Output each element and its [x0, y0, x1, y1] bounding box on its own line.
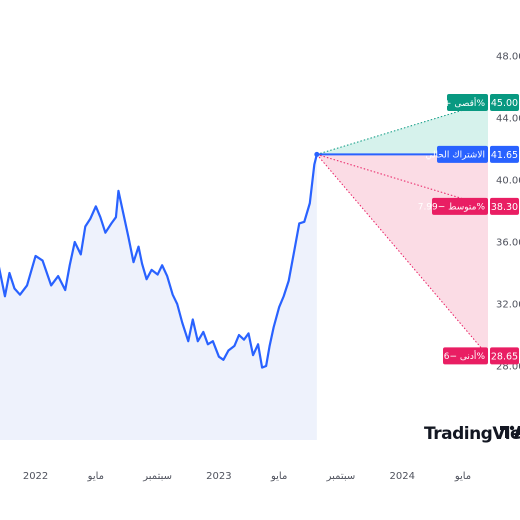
min-tag-text: أدنى −31.16% [424, 350, 486, 362]
x-tick-label: 2023 [206, 471, 231, 482]
y-tick-label: 44.00 [496, 114, 520, 125]
current-label: الاشتراك الحالي 41.65 [425, 145, 519, 163]
max-value: 45.00 [491, 98, 518, 109]
high-zone [316, 102, 488, 155]
min-tag [443, 347, 488, 365]
price-series [0, 154, 318, 369]
forecast-labels: أقصى +8.04% 45.00 الاشتراك الحالي 41.65 متوس… [418, 94, 519, 365]
current-tag [437, 145, 488, 163]
max-value-box [490, 94, 519, 111]
y-tick-label: 40.00 [496, 176, 520, 187]
tradingview-logo: TradingView [424, 424, 520, 444]
watermark-text: TradingView [424, 424, 520, 444]
x-tick-label: مايو [454, 471, 471, 482]
average-label: متوسط −7.99% 38.30 [418, 197, 519, 215]
x-tick-label: 2024 [389, 471, 414, 482]
y-tick-label: 32.00 [496, 300, 520, 311]
x-tick-label: سبتمبر [326, 471, 356, 482]
max-tag-text: أقصى +8.04% [424, 97, 486, 109]
tv-logo-icon [500, 425, 520, 438]
y-tick-label: 36.00 [496, 238, 520, 249]
max-tag [447, 94, 488, 111]
min-value-box [490, 347, 519, 365]
min-value: 28.65 [491, 351, 518, 362]
x-axis: 2022 مايو سبتمبر 2023 مايو سبتمبر 2024 مايو [23, 471, 471, 482]
forecast-zones [316, 102, 488, 356]
average-value-box [490, 197, 519, 215]
price-area [0, 154, 317, 440]
x-tick-label: مايو [87, 471, 104, 482]
average-tag [432, 197, 488, 215]
x-tick-label: سبتمبر [142, 471, 172, 482]
average-tag-text: متوسط −7.99% [418, 203, 486, 213]
x-tick-label: مايو [270, 471, 287, 482]
current-value-box [490, 145, 519, 163]
min-label: أدنى −31.16% 28.65 [424, 347, 519, 365]
y-tick-label: 48.00 [496, 52, 520, 63]
current-value: 41.65 [491, 150, 518, 161]
current-tag-text: الاشتراك الحالي [425, 151, 485, 161]
max-label: أقصى +8.04% 45.00 [424, 94, 519, 111]
last-price-dot [314, 151, 320, 157]
y-tick-label: 28.00 [496, 362, 520, 373]
price-line [0, 154, 318, 369]
average-value: 38.30 [491, 202, 518, 213]
x-tick-label: 2022 [23, 471, 48, 482]
area-fill [0, 154, 317, 440]
y-axis: 48.00 44.00 40.00 36.00 32.00 28.00 [496, 52, 520, 373]
